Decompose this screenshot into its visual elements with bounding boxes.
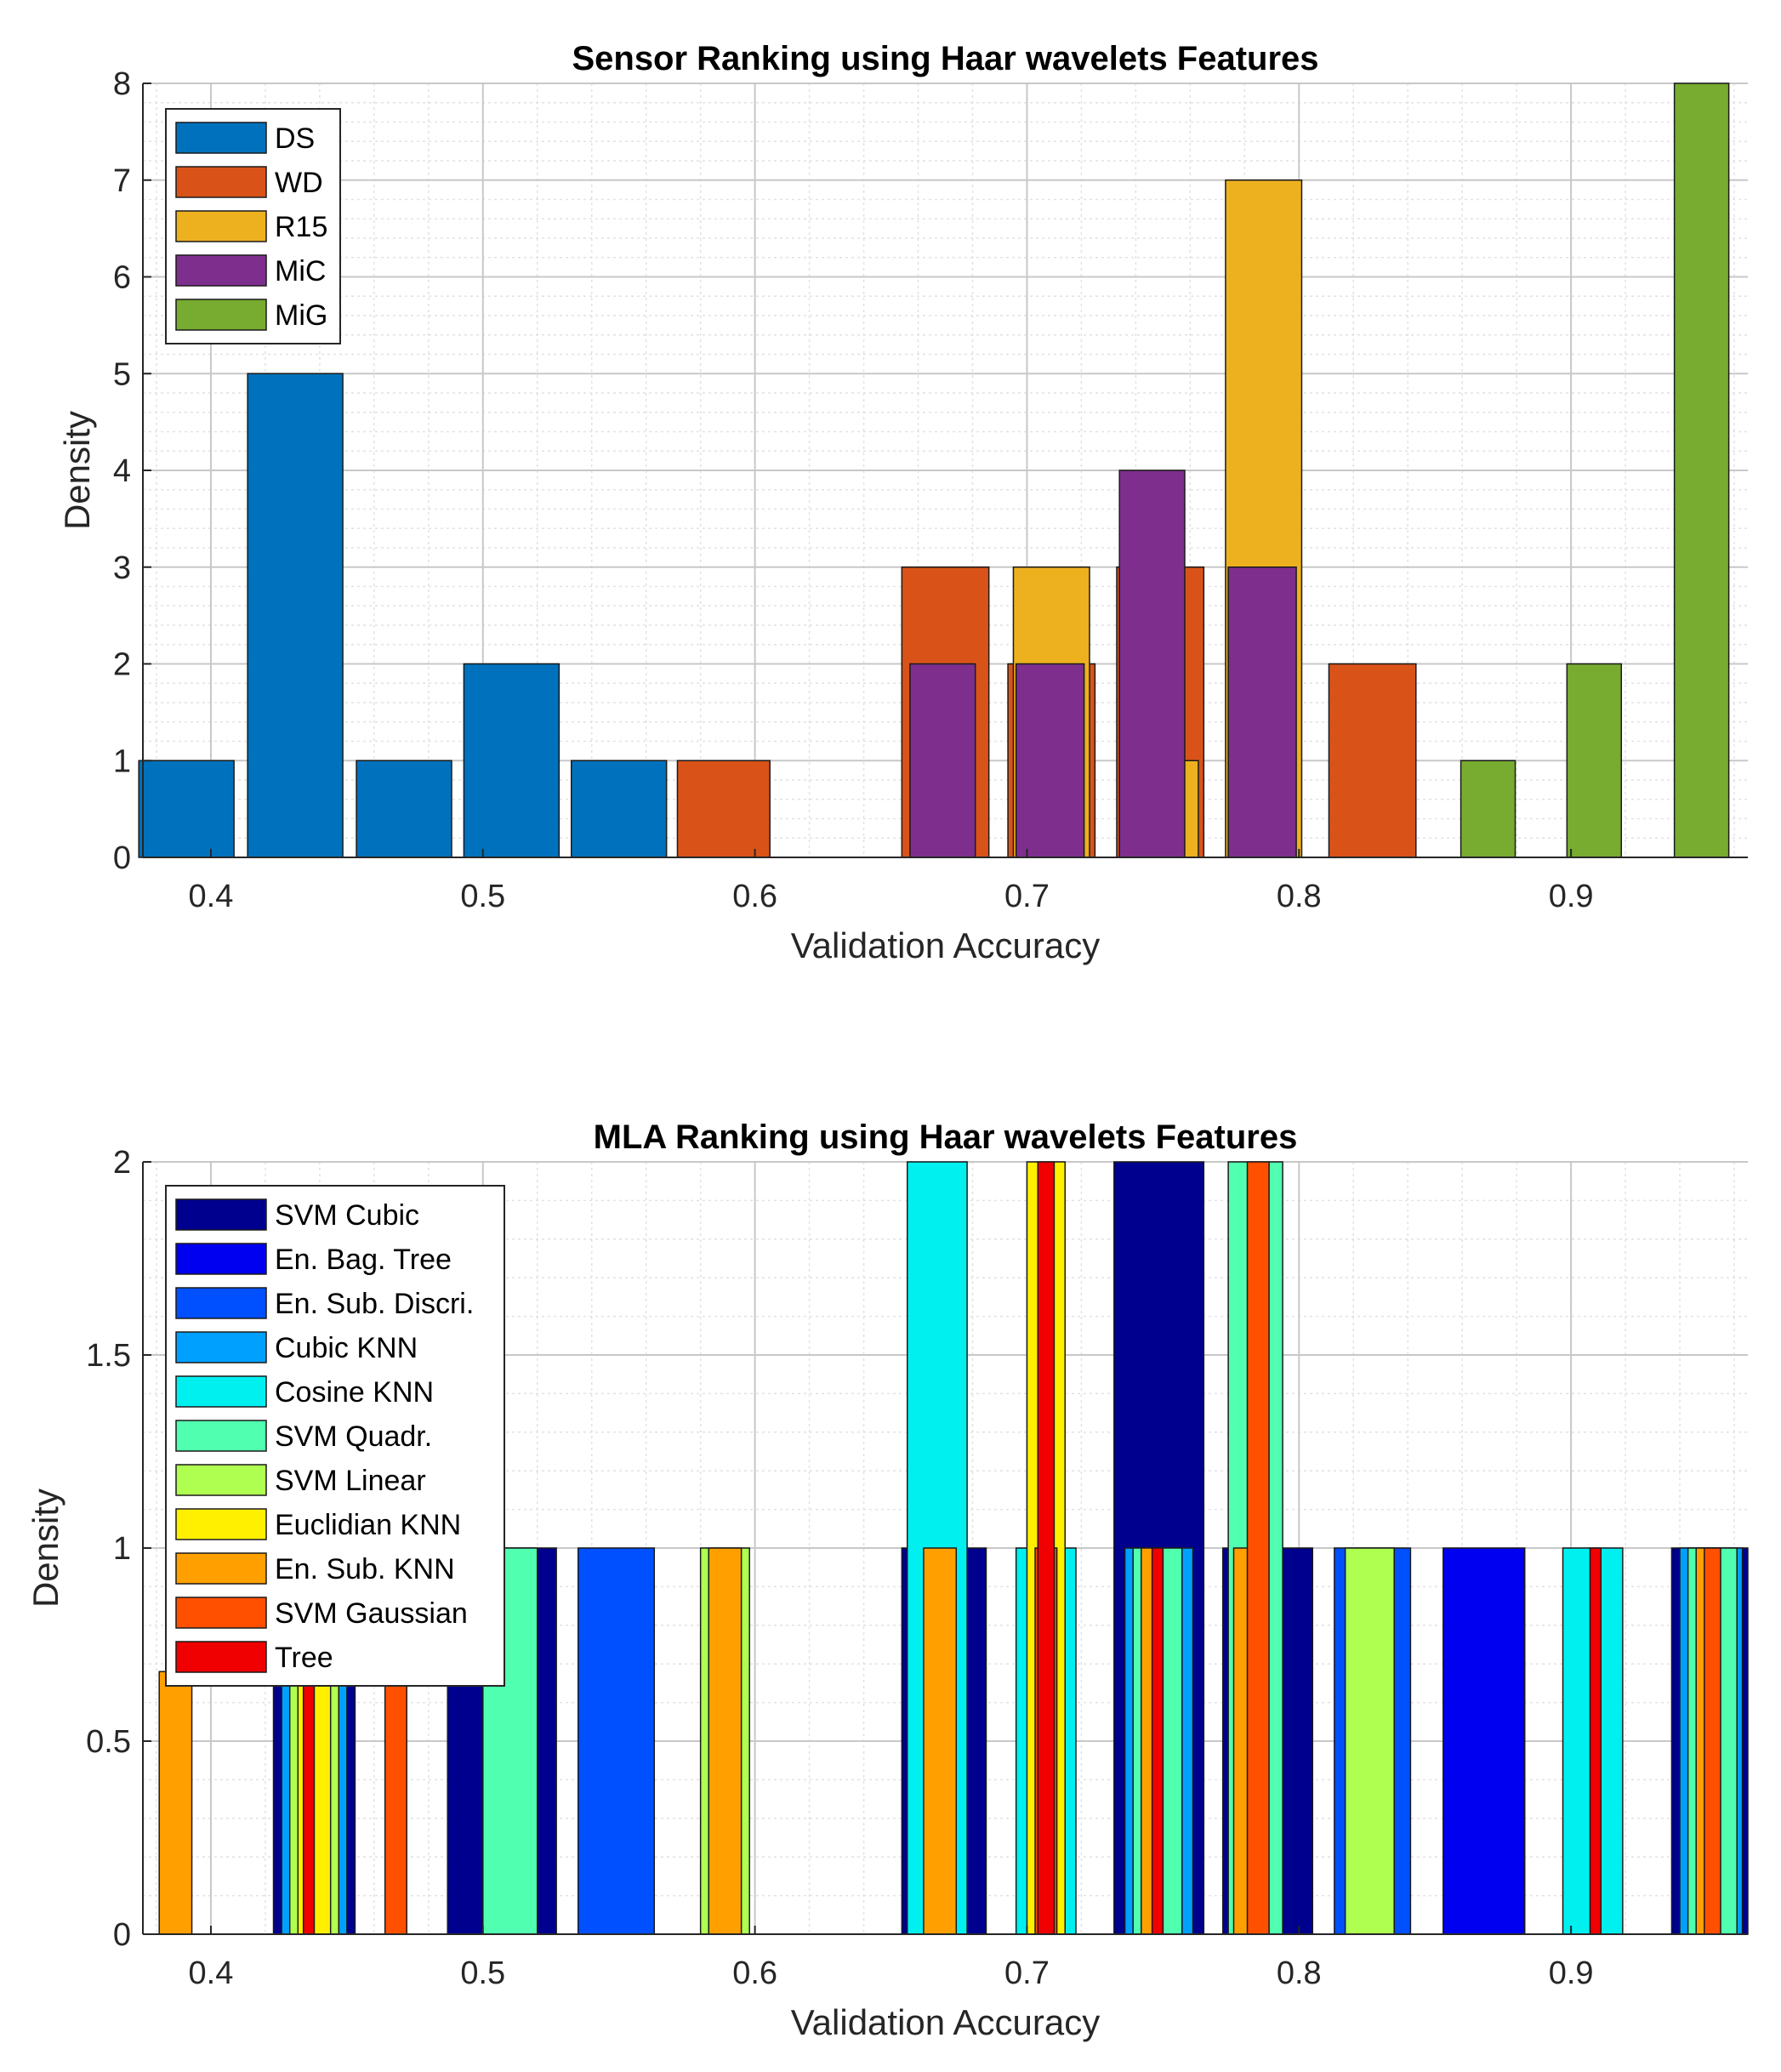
sensor-ranking-chart: 0 1 2 3 4 5 6 7 8 0.4 0.5 0.6 0.7 0.8 0.9 Sensor Rankin… <box>57 40 1748 965</box>
legend-label: MiG <box>275 299 327 332</box>
bar-svm-gaussian <box>1246 1161 1270 1935</box>
bar-ds <box>356 760 452 858</box>
legend-swatch <box>175 1420 267 1452</box>
legend-label: Cubic KNN <box>275 1332 418 1364</box>
bar-ds <box>570 760 668 858</box>
y-tick-label: 0 <box>113 840 131 876</box>
bar-en-bag-tree <box>1442 1547 1526 1935</box>
legend-swatch <box>175 1198 267 1231</box>
bar-svm-gaussian <box>1704 1547 1721 1935</box>
y-axis-label: Density <box>26 1489 65 1608</box>
bar-mig <box>1673 83 1730 858</box>
x-tick-label: 0.5 <box>460 879 505 914</box>
y-axis-label: Density <box>57 411 97 530</box>
x-tick-label: 0.7 <box>1004 1955 1050 1991</box>
legend-swatch <box>175 166 267 198</box>
legend-label: En. Sub. KNN <box>275 1553 455 1585</box>
bars <box>138 83 1730 858</box>
legend-swatch <box>175 210 267 242</box>
bar-ds <box>463 663 560 858</box>
x-axis-label: Validation Accuracy <box>791 925 1100 965</box>
mla-ranking-chart: 0 0.5 1 1.5 2 0.4 0.5 0.6 0.7 0.8 0.9 MLA Ranking u… <box>26 1119 1749 2042</box>
y-tick-label: 2 <box>113 1145 131 1181</box>
y-tick-label: 4 <box>113 453 131 489</box>
x-tick-label: 0.9 <box>1549 879 1594 914</box>
bar-mig <box>1566 663 1623 858</box>
bar-en-sub-knn <box>708 1547 743 1935</box>
y-tick-label: 2 <box>113 647 131 683</box>
y-tick-label: 0.5 <box>86 1724 131 1760</box>
legend: DS WD R15 MiC MiG <box>165 108 341 344</box>
bar-mic <box>909 663 976 858</box>
x-tick-label: 0.4 <box>189 879 234 914</box>
y-tick-label: 1 <box>113 743 131 779</box>
bar-ds <box>247 373 344 858</box>
bar-wd <box>676 760 771 858</box>
x-tick-label: 0.8 <box>1277 1955 1322 1991</box>
bar-mic <box>1118 470 1186 858</box>
bar-ds <box>138 760 235 858</box>
bar-wd <box>1328 663 1417 858</box>
legend-swatch <box>175 1552 267 1585</box>
legend-label: Cosine KNN <box>275 1376 434 1409</box>
legend-swatch <box>175 1597 267 1629</box>
y-tick-label: 7 <box>113 163 131 199</box>
x-tick-label: 0.8 <box>1277 879 1322 914</box>
legend-swatch <box>175 122 267 154</box>
y-tick-label: 1.5 <box>86 1338 131 1374</box>
bar-tree <box>1037 1161 1056 1935</box>
y-tick-label: 1 <box>113 1531 131 1567</box>
bar-svm-gaussian <box>384 1663 407 1935</box>
bar-en-sub-knn <box>923 1547 958 1935</box>
bar-mig <box>1460 760 1516 858</box>
bar-mic <box>1015 663 1085 858</box>
legend-label: WD <box>275 167 323 199</box>
bar-en-sub-discri- <box>577 1547 656 1935</box>
y-tick-label: 5 <box>113 356 131 392</box>
legend-label: R15 <box>275 211 327 243</box>
x-tick-label: 0.9 <box>1549 1955 1594 1991</box>
bars <box>158 1161 1749 1935</box>
bar-mic <box>1227 566 1297 858</box>
x-tick-label: 0.6 <box>732 1955 777 1991</box>
bar-svm-linear <box>1344 1547 1395 1935</box>
chart-title: MLA Ranking using Haar wavelets Features <box>594 1119 1298 1156</box>
legend-label: SVM Quadr. <box>275 1420 432 1453</box>
legend-swatch <box>175 1331 267 1363</box>
bar-en-sub-knn <box>158 1671 193 1935</box>
legend-label: Euclidian KNN <box>275 1509 461 1541</box>
legend-label: Tree <box>275 1642 333 1674</box>
legend-swatch <box>175 1243 267 1275</box>
legend-label: SVM Linear <box>275 1465 426 1497</box>
legend-swatch <box>175 254 267 287</box>
legend-swatch <box>175 1641 267 1673</box>
x-tick-label: 0.5 <box>460 1955 505 1991</box>
bar-tree <box>1151 1547 1164 1935</box>
legend-label: MiC <box>275 255 326 287</box>
x-tick-label: 0.6 <box>732 879 777 914</box>
chart-title: Sensor Ranking using Haar wavelets Featu… <box>572 40 1318 77</box>
x-axis-label: Validation Accuracy <box>791 2002 1100 2042</box>
legend-label: En. Bag. Tree <box>275 1244 452 1276</box>
legend: SVM Cubic En. Bag. Tree En. Sub. Discri. Cu… <box>165 1185 505 1687</box>
legend-swatch <box>175 299 267 331</box>
legend-label: En. Sub. Discri. <box>275 1288 474 1320</box>
legend-swatch <box>175 1464 267 1496</box>
y-tick-label: 8 <box>113 66 131 102</box>
x-tick-label: 0.4 <box>189 1955 234 1991</box>
y-tick-label: 6 <box>113 260 131 296</box>
y-tick-label: 3 <box>113 550 131 586</box>
y-tick-label: 0 <box>113 1917 131 1953</box>
legend-swatch <box>175 1287 267 1319</box>
legend-label: SVM Gaussian <box>275 1597 468 1630</box>
legend-swatch <box>175 1375 267 1408</box>
legend-label: DS <box>275 122 315 155</box>
legend-swatch <box>175 1508 267 1540</box>
legend-label: SVM Cubic <box>275 1199 419 1232</box>
bar-tree <box>1589 1547 1602 1935</box>
x-tick-label: 0.7 <box>1004 879 1050 914</box>
